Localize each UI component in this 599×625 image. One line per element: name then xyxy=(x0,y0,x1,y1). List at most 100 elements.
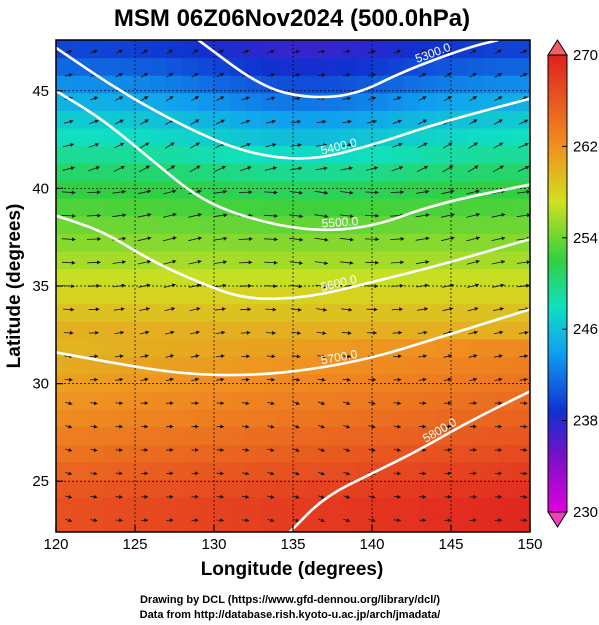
wind-arrow-head xyxy=(197,259,202,264)
field-cell xyxy=(166,127,183,147)
field-cell xyxy=(387,496,405,516)
wind-arrow-head xyxy=(223,260,227,265)
wind-arrow-head xyxy=(375,260,379,265)
wind-arrow xyxy=(114,330,125,335)
wind-arrow xyxy=(367,377,377,382)
wind-arrow-head xyxy=(324,190,328,195)
wind-arrow-head xyxy=(323,307,327,312)
field-cell xyxy=(466,514,484,532)
field-cell xyxy=(451,127,468,147)
wind-arrow-head xyxy=(119,448,123,452)
field-cell xyxy=(198,110,215,129)
field-cell xyxy=(166,250,183,270)
field-cell xyxy=(340,409,357,428)
wind-arrow xyxy=(265,143,277,148)
wind-arrow-head xyxy=(498,401,503,406)
wind-arrow-head xyxy=(297,331,301,335)
field-cell xyxy=(198,426,215,445)
field-cell xyxy=(324,250,341,270)
wind-arrow-head xyxy=(249,237,253,241)
wind-arrow xyxy=(89,96,99,101)
wind-arrow xyxy=(468,330,478,335)
credit-line-2: Data from http://database.rish.kyoto-u.a… xyxy=(140,609,441,621)
wind-arrow-head xyxy=(97,260,101,265)
wind-arrow-head xyxy=(422,119,427,124)
wind-arrow xyxy=(137,236,152,242)
field-cell xyxy=(387,461,405,480)
field-cell xyxy=(308,250,326,270)
contour-line xyxy=(56,46,530,160)
x-tick-label: 120 xyxy=(43,536,68,553)
wind-arrow-head xyxy=(119,354,124,359)
field-cell xyxy=(340,461,357,480)
field-cell xyxy=(340,303,357,322)
wind-arrow xyxy=(469,49,477,55)
field-cell xyxy=(514,356,530,375)
wind-arrow xyxy=(190,119,200,125)
wind-arrow xyxy=(343,495,351,499)
field-cell xyxy=(56,444,73,463)
field-cell xyxy=(166,391,183,410)
field-cell xyxy=(182,426,199,445)
wind-arrow xyxy=(166,471,174,476)
wind-arrow-head xyxy=(144,401,149,406)
wind-arrow xyxy=(89,330,99,335)
wind-arrow-head xyxy=(272,330,276,335)
wind-arrow xyxy=(491,260,505,265)
wind-arrow xyxy=(90,49,98,54)
wind-arrow xyxy=(62,166,75,171)
field-cell xyxy=(182,356,199,375)
field-cell xyxy=(245,479,262,498)
field-cell xyxy=(87,268,104,287)
wind-arrow xyxy=(418,73,427,78)
wind-arrow xyxy=(418,354,427,359)
field-cell xyxy=(419,215,436,234)
wind-arrow-head xyxy=(447,73,452,77)
wind-arrow-head xyxy=(398,330,403,335)
field-cell xyxy=(119,180,136,199)
wind-arrow-head xyxy=(375,190,379,195)
field-cell xyxy=(135,40,152,59)
field-cell xyxy=(324,233,341,252)
field-cell xyxy=(293,409,310,428)
field-cell xyxy=(293,163,310,182)
field-cell xyxy=(261,40,278,59)
field-cell xyxy=(245,233,262,252)
field-cell xyxy=(182,286,199,305)
field-cell xyxy=(103,92,120,111)
wind-arrow xyxy=(216,424,224,429)
wind-arrow-head xyxy=(323,284,328,289)
field-cell xyxy=(119,496,136,516)
field-cell xyxy=(498,461,515,480)
field-cell xyxy=(308,110,326,129)
field-cell xyxy=(293,180,310,199)
wind-arrow-head xyxy=(447,377,452,382)
wind-arrow-head xyxy=(245,424,250,429)
field-cell xyxy=(482,514,499,532)
wind-arrow xyxy=(519,73,528,78)
field-cell xyxy=(119,426,136,445)
field-cell xyxy=(119,110,136,129)
field-cell xyxy=(514,479,530,498)
field-cell xyxy=(387,268,405,287)
field-cell xyxy=(119,163,136,182)
wind-arrow-head xyxy=(271,354,276,359)
field-cell xyxy=(261,198,278,217)
wind-arrow xyxy=(393,494,401,499)
field-cell xyxy=(451,496,468,516)
wind-arrow-head xyxy=(523,518,528,523)
wind-arrow-head xyxy=(219,73,224,77)
field-cell xyxy=(403,110,420,129)
field-cell xyxy=(466,496,484,516)
field-cell xyxy=(245,514,262,532)
field-cell xyxy=(87,514,104,532)
field-cell xyxy=(198,391,215,410)
field-cell xyxy=(245,338,262,357)
wind-arrow-head xyxy=(245,401,250,406)
wind-arrow-head xyxy=(93,518,98,523)
field-cell xyxy=(135,426,152,445)
field-cell xyxy=(514,145,530,164)
wind-arrow xyxy=(238,237,253,241)
wind-arrow xyxy=(416,283,429,288)
field-cell xyxy=(103,145,120,164)
